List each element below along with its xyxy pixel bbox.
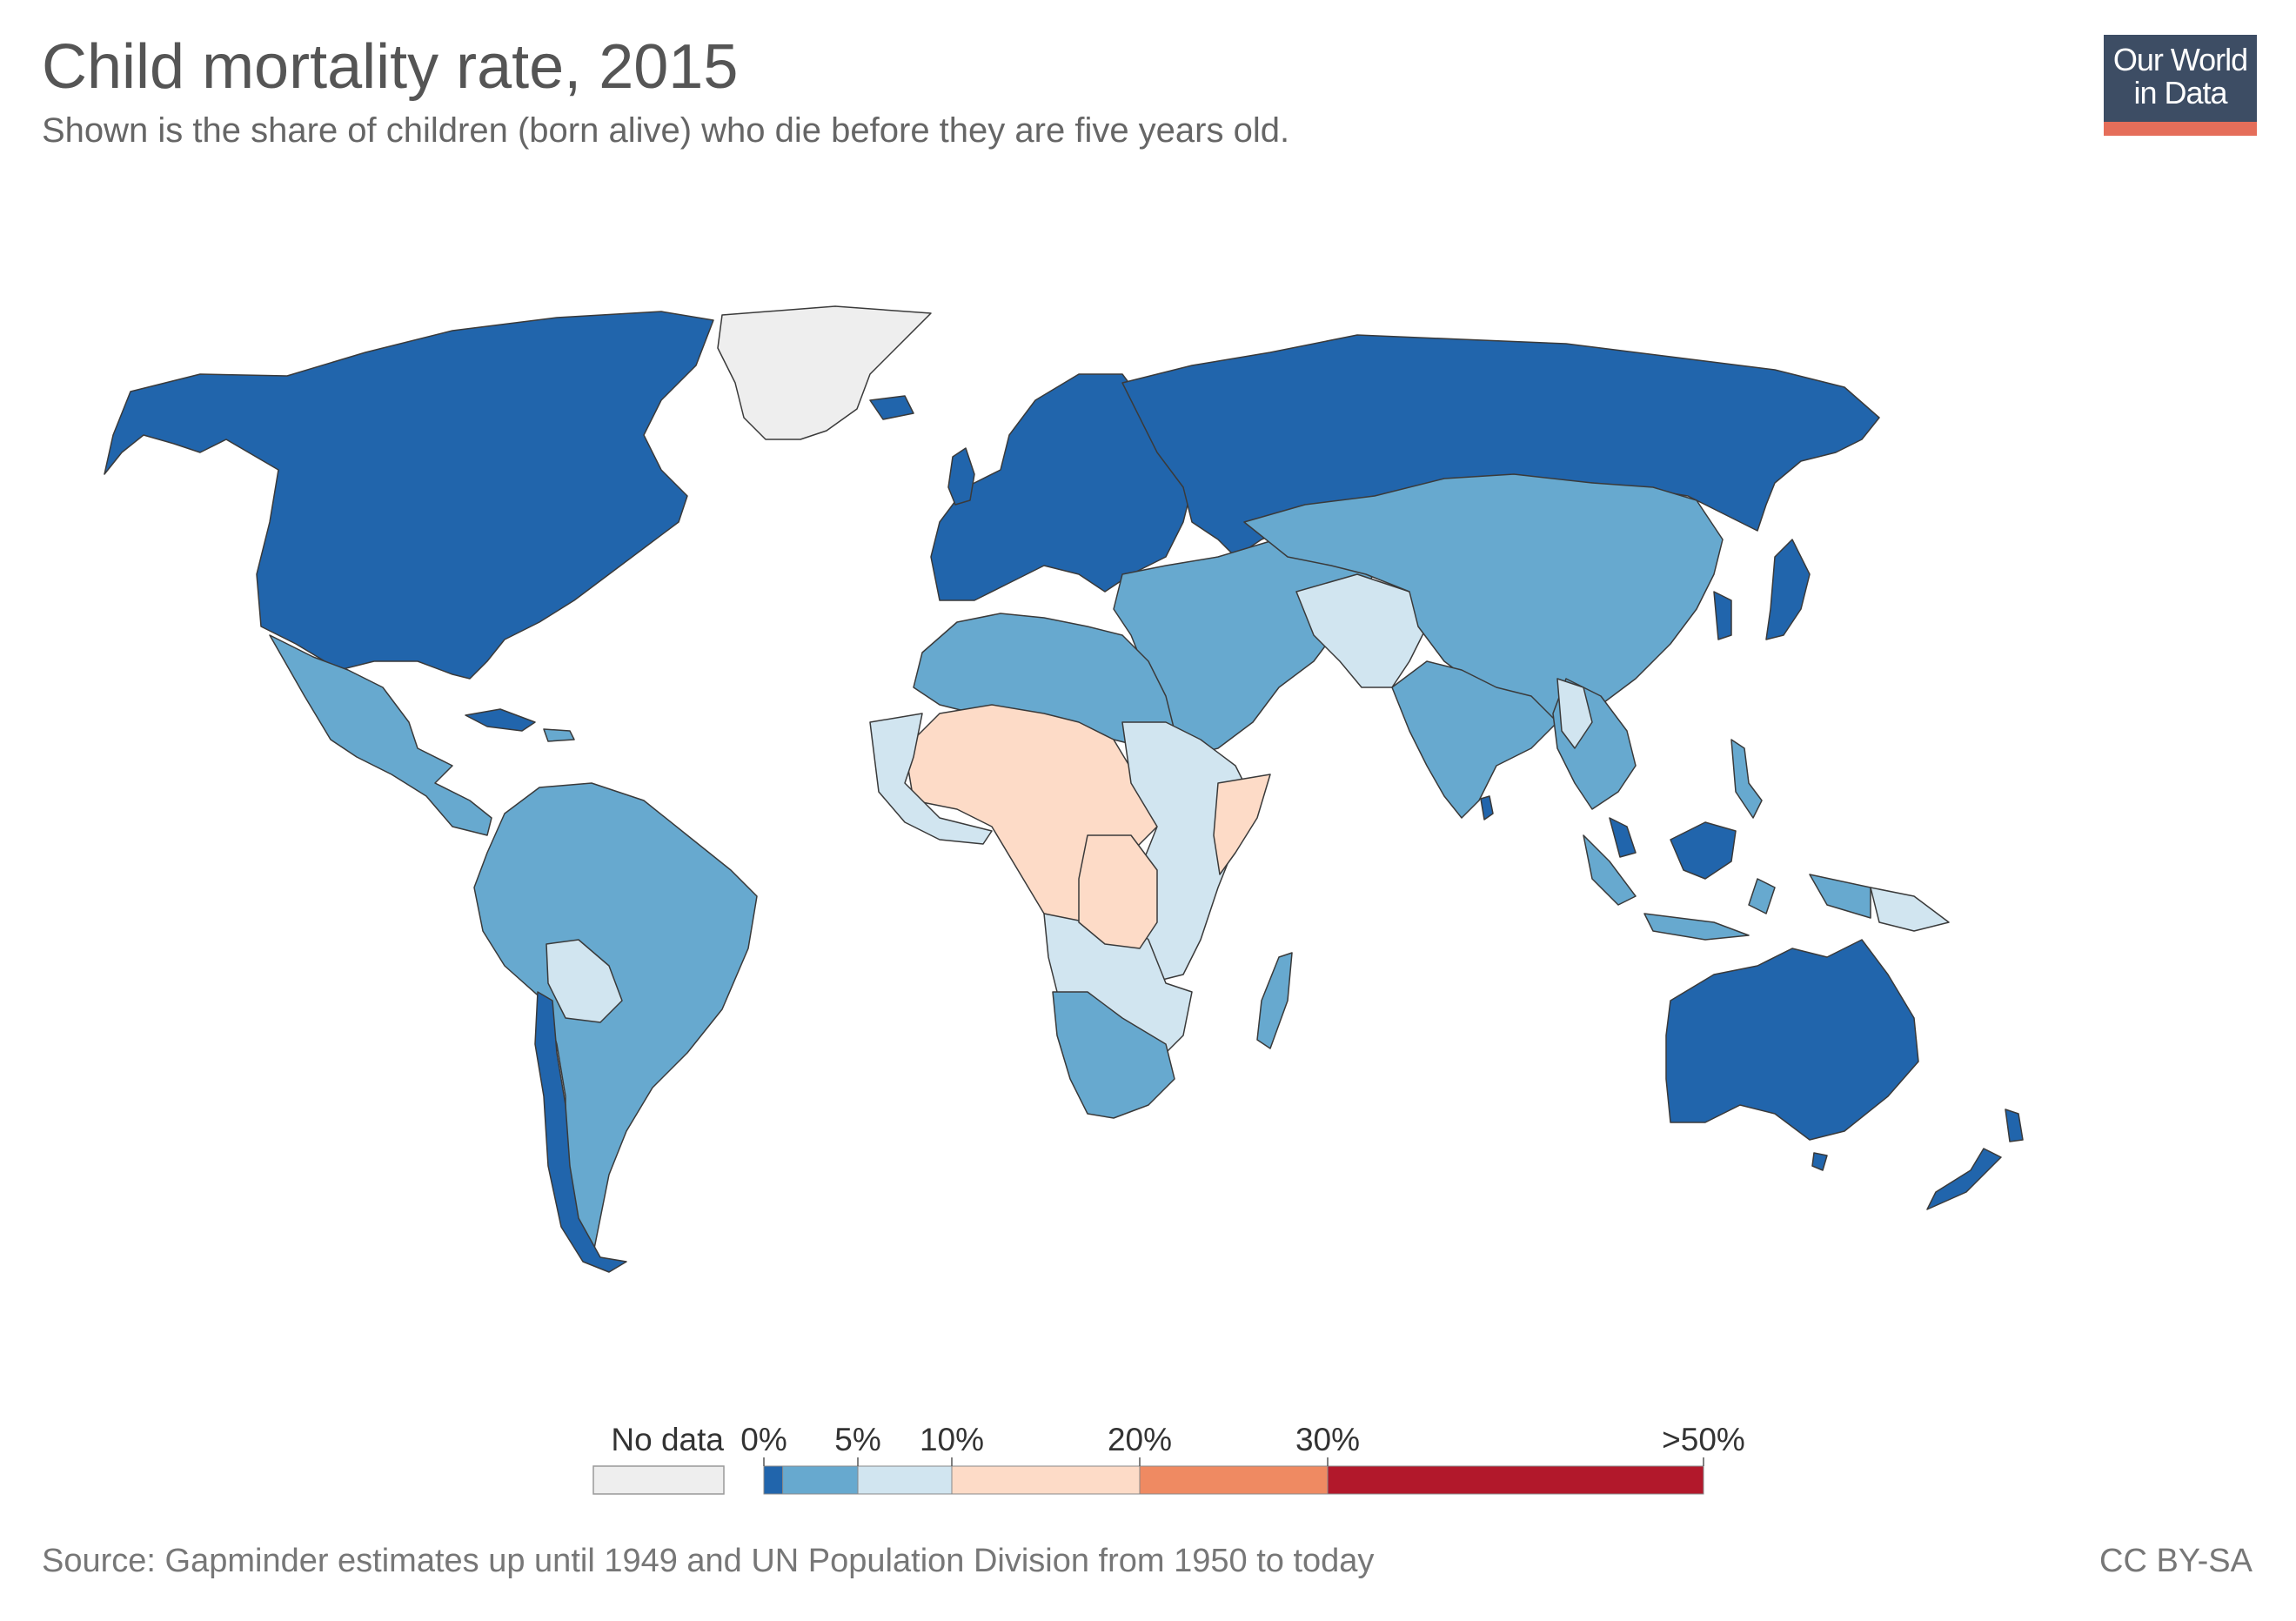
legend-tick-label-0: 0%: [740, 1422, 787, 1457]
legend-bin-4: [1139, 1465, 1329, 1495]
region-mexico-central-america[interactable]: [269, 634, 492, 836]
region-new-zealand[interactable]: [1926, 1109, 2024, 1210]
region-russia[interactable]: [1121, 334, 1880, 558]
region-north-america[interactable]: [104, 311, 714, 680]
legend-bin-2: [857, 1465, 953, 1495]
owid-logo[interactable]: Our World in Data: [2104, 35, 2257, 136]
legend-no-data-label: No data: [611, 1422, 724, 1457]
legend-no-data-swatch: [592, 1465, 725, 1495]
legend-tick-label-2: 10%: [920, 1422, 984, 1457]
legend-tick-label-4: 30%: [1295, 1422, 1360, 1457]
region-korea[interactable]: [1713, 591, 1732, 640]
region-sri-lanka[interactable]: [1480, 795, 1494, 821]
region-iceland[interactable]: [869, 395, 914, 420]
legend-bin-5: [1327, 1465, 1704, 1495]
region-malaysia[interactable]: [1609, 817, 1637, 858]
region-myanmar[interactable]: [1556, 678, 1593, 749]
region-china[interactable]: [1243, 473, 1724, 723]
region-new-guinea-west[interactable]: [1809, 874, 1871, 919]
region-uk[interactable]: [947, 447, 975, 506]
logo-line-2: in Data: [2133, 75, 2227, 111]
legend-no-data: No data: [592, 1422, 725, 1495]
legend-tick-label-3: 20%: [1108, 1422, 1172, 1457]
region-madagascar[interactable]: [1256, 952, 1293, 1049]
chart-title: Child mortality rate, 2015: [42, 32, 739, 102]
world-map[interactable]: [0, 261, 2296, 1331]
legend-bins: [763, 1465, 1704, 1495]
region-japan[interactable]: [1765, 539, 1811, 640]
color-legend: No data 0% 5% 10% 20% 30% >50%: [592, 1422, 1745, 1495]
region-indonesia[interactable]: [1583, 834, 1776, 941]
region-bolivia[interactable]: [546, 939, 623, 1023]
legend-bin-1: [782, 1465, 859, 1495]
region-caribbean[interactable]: [543, 728, 575, 742]
region-borneo[interactable]: [1670, 821, 1737, 880]
legend-bin-3: [951, 1465, 1141, 1495]
region-afghanistan-pakistan[interactable]: [1295, 573, 1428, 688]
logo-line-1: Our World: [2112, 42, 2248, 77]
chart-subtitle: Shown is the share of children (born ali…: [42, 111, 1290, 150]
license-link[interactable]: CC BY-SA: [2099, 1543, 2252, 1579]
legend-tick-label-5: >50%: [1662, 1422, 1745, 1457]
region-tasmania[interactable]: [1811, 1152, 1828, 1171]
logo-accent-bar: [2104, 122, 2257, 136]
region-chile[interactable]: [534, 991, 627, 1273]
legend-ticks: 0% 5% 10% 20% 30% >50%: [740, 1422, 1745, 1466]
region-west-africa[interactable]: [869, 713, 993, 845]
region-philippines[interactable]: [1730, 739, 1763, 819]
region-southern-africa[interactable]: [1052, 991, 1175, 1119]
legend-bin-0: [763, 1465, 784, 1495]
region-drc[interactable]: [1078, 834, 1158, 949]
legend-tick-label-1: 5%: [834, 1422, 880, 1457]
region-papua-new-guinea[interactable]: [1870, 887, 1950, 932]
region-cuba[interactable]: [465, 708, 536, 732]
region-somalia[interactable]: [1213, 774, 1271, 875]
region-south-america[interactable]: [473, 782, 758, 1271]
region-india[interactable]: [1391, 660, 1558, 819]
source-note: Source: Gapminder estimates up until 194…: [42, 1543, 1375, 1579]
region-australia[interactable]: [1665, 939, 1919, 1141]
region-greenland[interactable]: [717, 305, 932, 440]
